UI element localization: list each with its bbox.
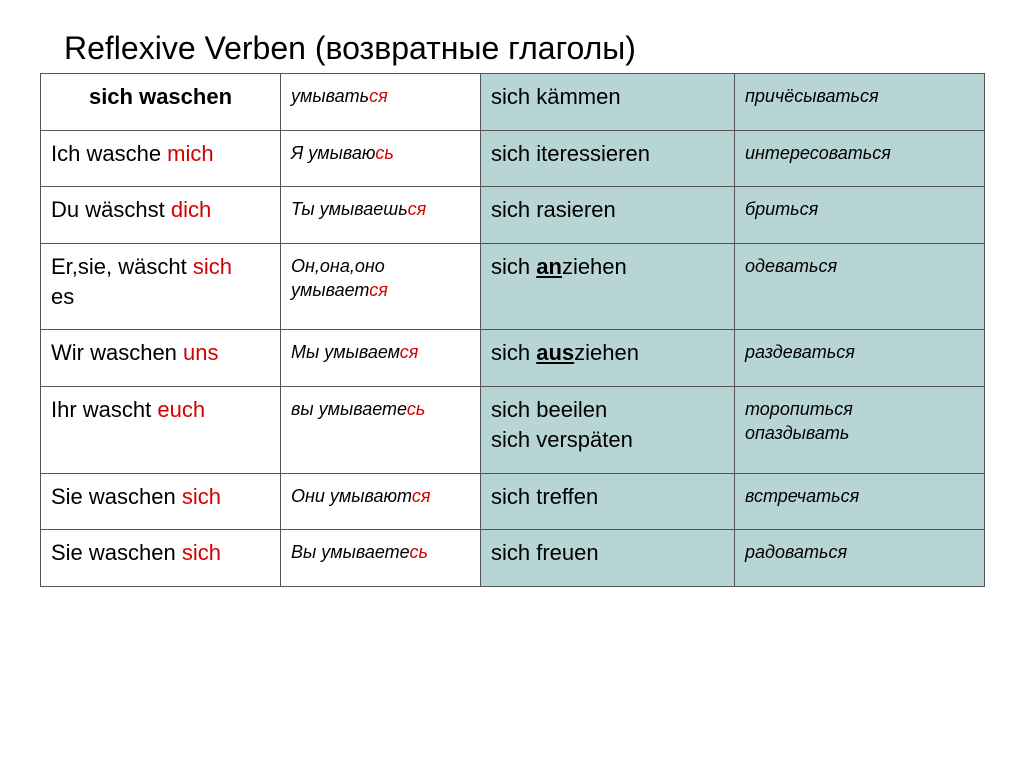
german-conjugation: Sie waschen sich <box>41 530 281 587</box>
reflexive-verbs-table: sich waschenумыватьсяsich kämmenпричёсыв… <box>40 73 985 587</box>
page-title: Reflexive Verben (возвратные глаголы) <box>64 30 984 67</box>
table-row: Sie waschen sichВы умываетесьsich freuen… <box>41 530 985 587</box>
german-conjugation: Ihr wascht euch <box>41 387 281 473</box>
table-row: Wir waschen unsМы умываемсяsich ausziehe… <box>41 330 985 387</box>
russian-infinitive: причёсываться <box>735 74 985 131</box>
russian-infinitive: радоваться <box>735 530 985 587</box>
german-conjugation: Er,sie, wäscht siches <box>41 244 281 330</box>
german-infinitive: sich beeilensich verspäten <box>481 387 735 473</box>
russian-infinitive: раздеваться <box>735 330 985 387</box>
russian-translation: Вы умываетесь <box>281 530 481 587</box>
russian-translation: Они умываются <box>281 473 481 530</box>
russian-infinitive: интересоваться <box>735 130 985 187</box>
table-row: Ihr wascht euchвы умываетесьsich beeilen… <box>41 387 985 473</box>
russian-translation: вы умываетесь <box>281 387 481 473</box>
german-infinitive: sich rasieren <box>481 187 735 244</box>
german-infinitive: sich ausziehen <box>481 330 735 387</box>
german-conjugation: Du wäschst dich <box>41 187 281 244</box>
russian-infinitive: встречаться <box>735 473 985 530</box>
russian-translation: Я умываюсь <box>281 130 481 187</box>
table-row: Du wäschst dichТы умываешьсяsich rasiere… <box>41 187 985 244</box>
german-infinitive: sich treffen <box>481 473 735 530</box>
table-row: Sie waschen sichОни умываютсяsich treffe… <box>41 473 985 530</box>
german-conjugation: Sie waschen sich <box>41 473 281 530</box>
russian-translation: умываться <box>281 74 481 131</box>
german-conjugation: Wir waschen uns <box>41 330 281 387</box>
russian-translation: Он,она,оно умывается <box>281 244 481 330</box>
russian-translation: Мы умываемся <box>281 330 481 387</box>
table-row: sich waschenумыватьсяsich kämmenпричёсыв… <box>41 74 985 131</box>
russian-infinitive: бриться <box>735 187 985 244</box>
german-infinitive: sich iteressieren <box>481 130 735 187</box>
russian-translation: Ты умываешься <box>281 187 481 244</box>
german-infinitive: sich kämmen <box>481 74 735 131</box>
table-row: Er,sie, wäscht sichesОн,она,оно умываетс… <box>41 244 985 330</box>
german-conjugation: Ich wasche mich <box>41 130 281 187</box>
russian-infinitive: торопитьсяопаздывать <box>735 387 985 473</box>
german-infinitive: sich anziehen <box>481 244 735 330</box>
russian-infinitive: одеваться <box>735 244 985 330</box>
german-infinitive: sich freuen <box>481 530 735 587</box>
table-row: Ich wasche michЯ умываюсьsich iteressier… <box>41 130 985 187</box>
german-conjugation: sich waschen <box>41 74 281 131</box>
